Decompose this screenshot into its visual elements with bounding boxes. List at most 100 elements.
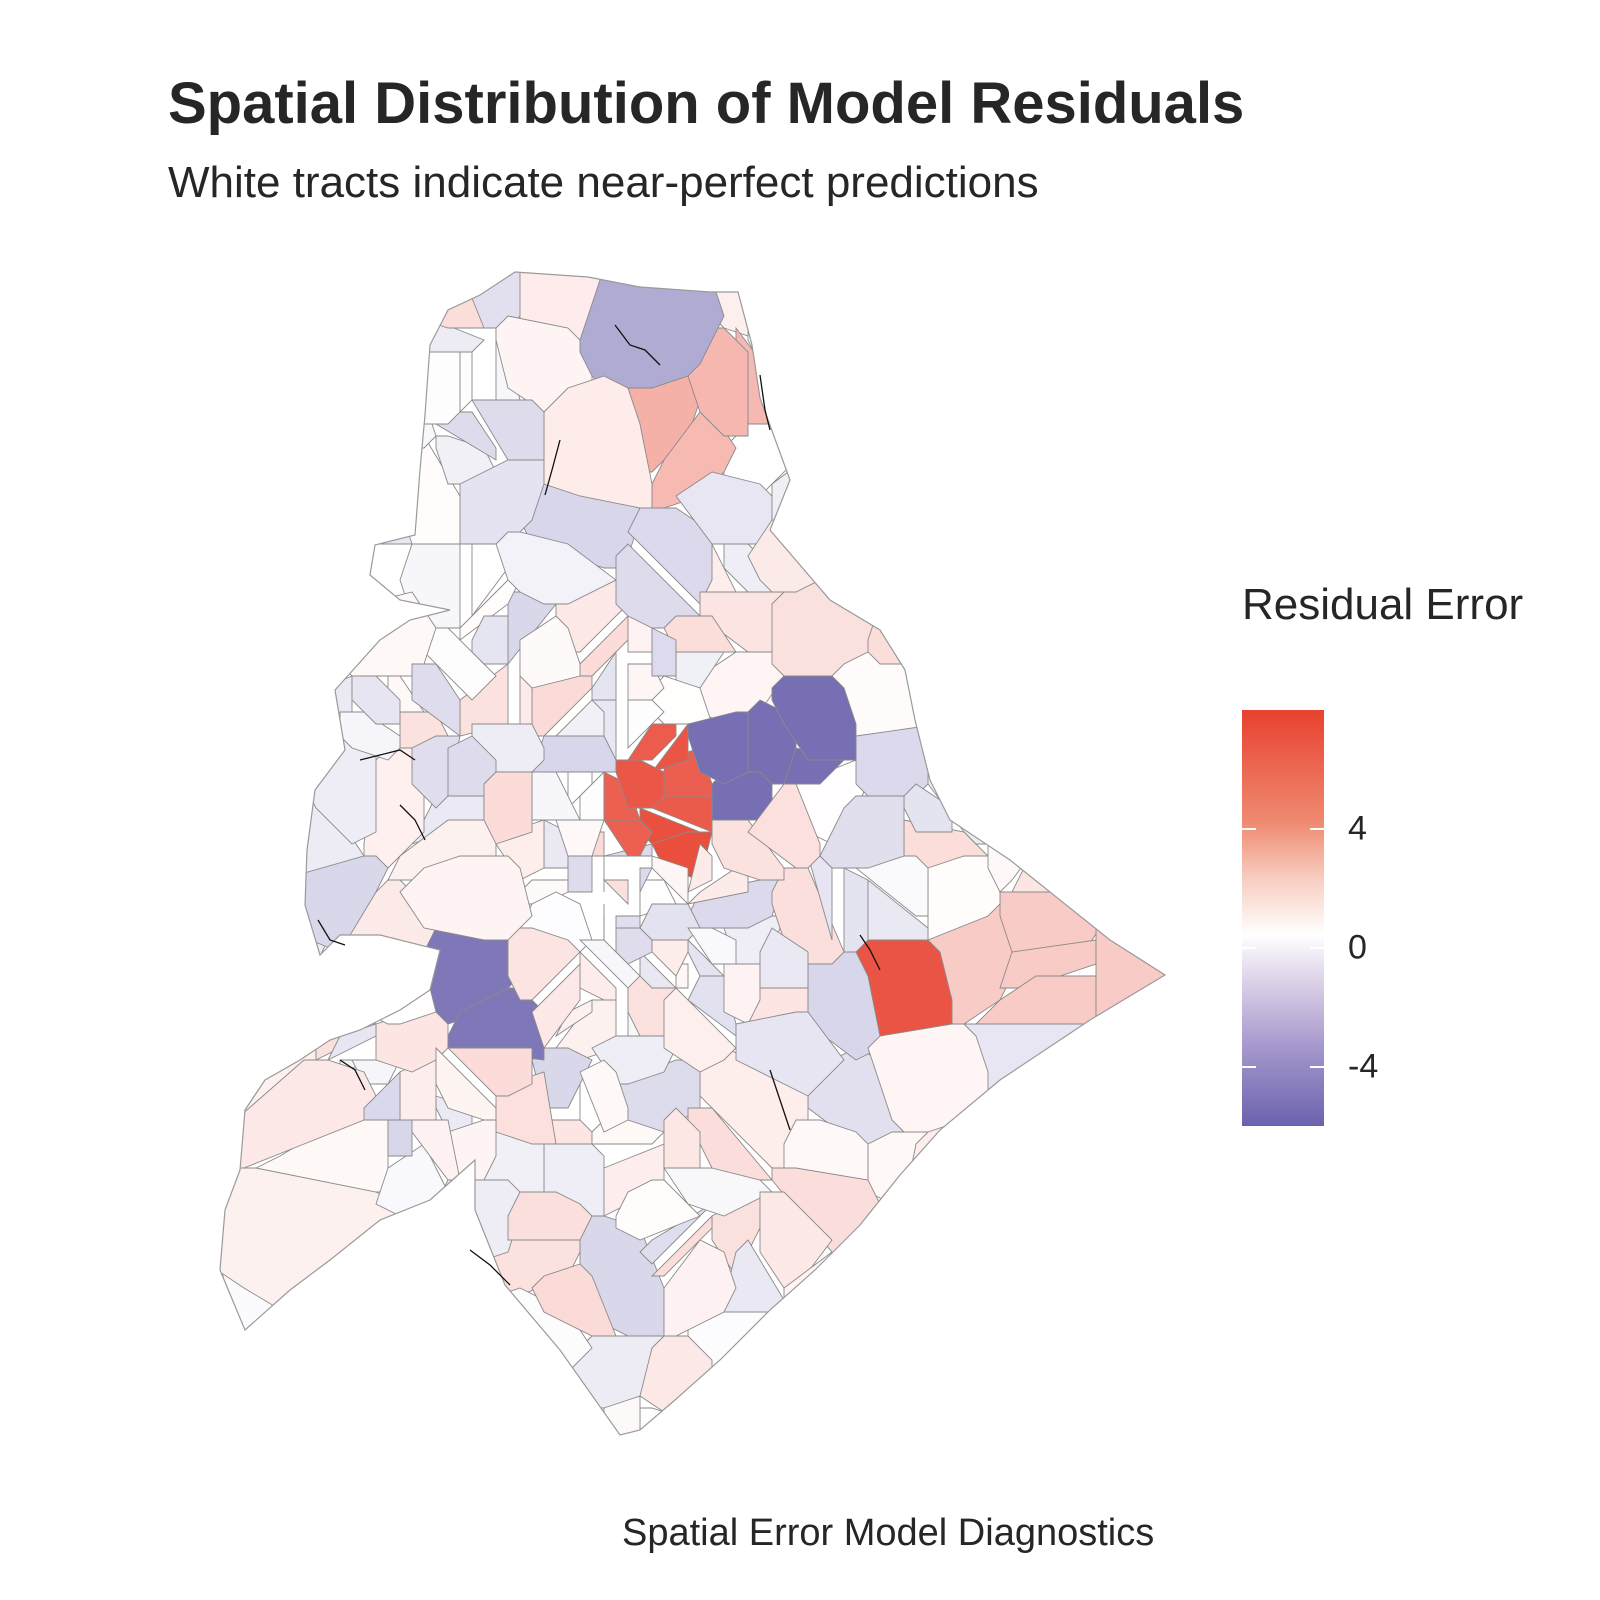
census-tract	[867, 1287, 941, 1385]
census-tract	[471, 399, 545, 461]
census-tract	[220, 272, 389, 389]
census-tract	[255, 675, 353, 761]
census-tract	[819, 795, 905, 869]
census-tract	[663, 1239, 737, 1337]
census-tract	[1095, 891, 1165, 1109]
census-tract	[1047, 675, 1145, 761]
legend-colorbar	[1242, 710, 1324, 1126]
census-tract	[220, 555, 269, 665]
census-tract	[687, 1311, 821, 1385]
census-tract	[326, 375, 365, 401]
legend-title: Residual Error	[1242, 580, 1524, 629]
census-tract	[315, 543, 413, 617]
legend-tick-label: -4	[1348, 1047, 1379, 1086]
census-tract	[351, 675, 401, 725]
census-tract	[855, 1203, 977, 1301]
census-tract	[507, 1191, 593, 1241]
census-tract	[1023, 272, 1165, 545]
chart-subtitle: White tracts indicate near-perfect predi…	[168, 158, 1039, 207]
census-tract	[603, 1395, 641, 1435]
census-tract	[543, 375, 653, 509]
census-tract	[531, 735, 617, 773]
census-tract	[220, 272, 329, 449]
chart-title: Spatial Distribution of Model Residuals	[168, 71, 1245, 136]
census-tract	[351, 1251, 485, 1361]
census-tract	[483, 1359, 569, 1435]
census-tract	[591, 650, 617, 701]
census-tract	[999, 1179, 1097, 1277]
census-tract	[243, 435, 317, 545]
census-tract	[220, 651, 269, 797]
census-tract	[639, 950, 678, 989]
census-tract	[819, 272, 1049, 509]
census-tract	[639, 1407, 713, 1435]
census-tract	[903, 627, 1001, 737]
census-tract	[975, 675, 1073, 761]
census-tract	[578, 939, 641, 989]
census-tract	[423, 1395, 473, 1435]
census-tract	[651, 627, 677, 677]
census-tract	[939, 1239, 1037, 1325]
census-tract	[220, 447, 257, 569]
chart-caption: Spatial Error Model Diagnostics	[622, 1512, 1155, 1554]
census-tract	[602, 879, 629, 906]
census-tract	[243, 903, 281, 965]
census-tract	[639, 903, 701, 941]
census-tract	[220, 939, 257, 1122]
census-tract	[483, 771, 533, 845]
census-tract	[1083, 1107, 1165, 1265]
census-tract	[411, 1347, 497, 1397]
census-tract	[243, 963, 318, 1001]
census-tract	[1047, 759, 1097, 845]
census-tract	[651, 411, 737, 509]
census-tract	[387, 1119, 413, 1157]
census-tract	[554, 699, 605, 737]
census-tract	[627, 723, 677, 761]
census-tract	[771, 447, 893, 545]
census-tract	[650, 722, 689, 773]
census-tract	[663, 1107, 701, 1169]
census-tract	[471, 615, 509, 665]
census-tract	[867, 879, 929, 941]
census-tract	[639, 867, 653, 893]
census-tract	[963, 555, 1025, 641]
census-tract	[975, 519, 1073, 605]
census-tract	[987, 603, 1049, 677]
census-tract	[387, 1395, 461, 1435]
census-tract	[687, 711, 749, 785]
census-tract	[315, 399, 377, 449]
census-tract	[807, 1347, 905, 1435]
census-tract	[291, 951, 341, 989]
census-tract	[855, 723, 953, 797]
census-tract	[759, 927, 809, 989]
census-tract	[519, 615, 581, 689]
census-tract	[351, 363, 401, 425]
census-tract	[987, 747, 1049, 833]
census-tract	[1107, 507, 1165, 629]
census-tract	[651, 855, 689, 906]
census-tract	[771, 327, 869, 437]
legend-tick-label: 4	[1348, 809, 1367, 848]
census-tract	[411, 663, 461, 737]
census-tract	[1035, 1239, 1165, 1435]
census-tract	[843, 867, 869, 953]
census-tract	[891, 315, 1037, 557]
census-tract	[220, 447, 245, 473]
census-tract	[339, 272, 485, 329]
census-tract	[867, 519, 965, 629]
census-tract	[963, 1023, 1133, 1109]
census-tract	[507, 927, 581, 1001]
census-tract	[939, 1119, 1025, 1241]
census-tract	[1047, 591, 1121, 665]
census-tract	[567, 855, 593, 893]
census-tract	[639, 1335, 713, 1435]
census-tract	[1023, 795, 1073, 845]
census-tract	[303, 435, 401, 497]
census-tract	[1023, 615, 1097, 677]
census-tract	[315, 975, 353, 1025]
census-tract	[459, 579, 521, 641]
census-tract	[687, 927, 737, 965]
census-tract	[446, 1047, 533, 1097]
census-tract	[747, 519, 870, 593]
